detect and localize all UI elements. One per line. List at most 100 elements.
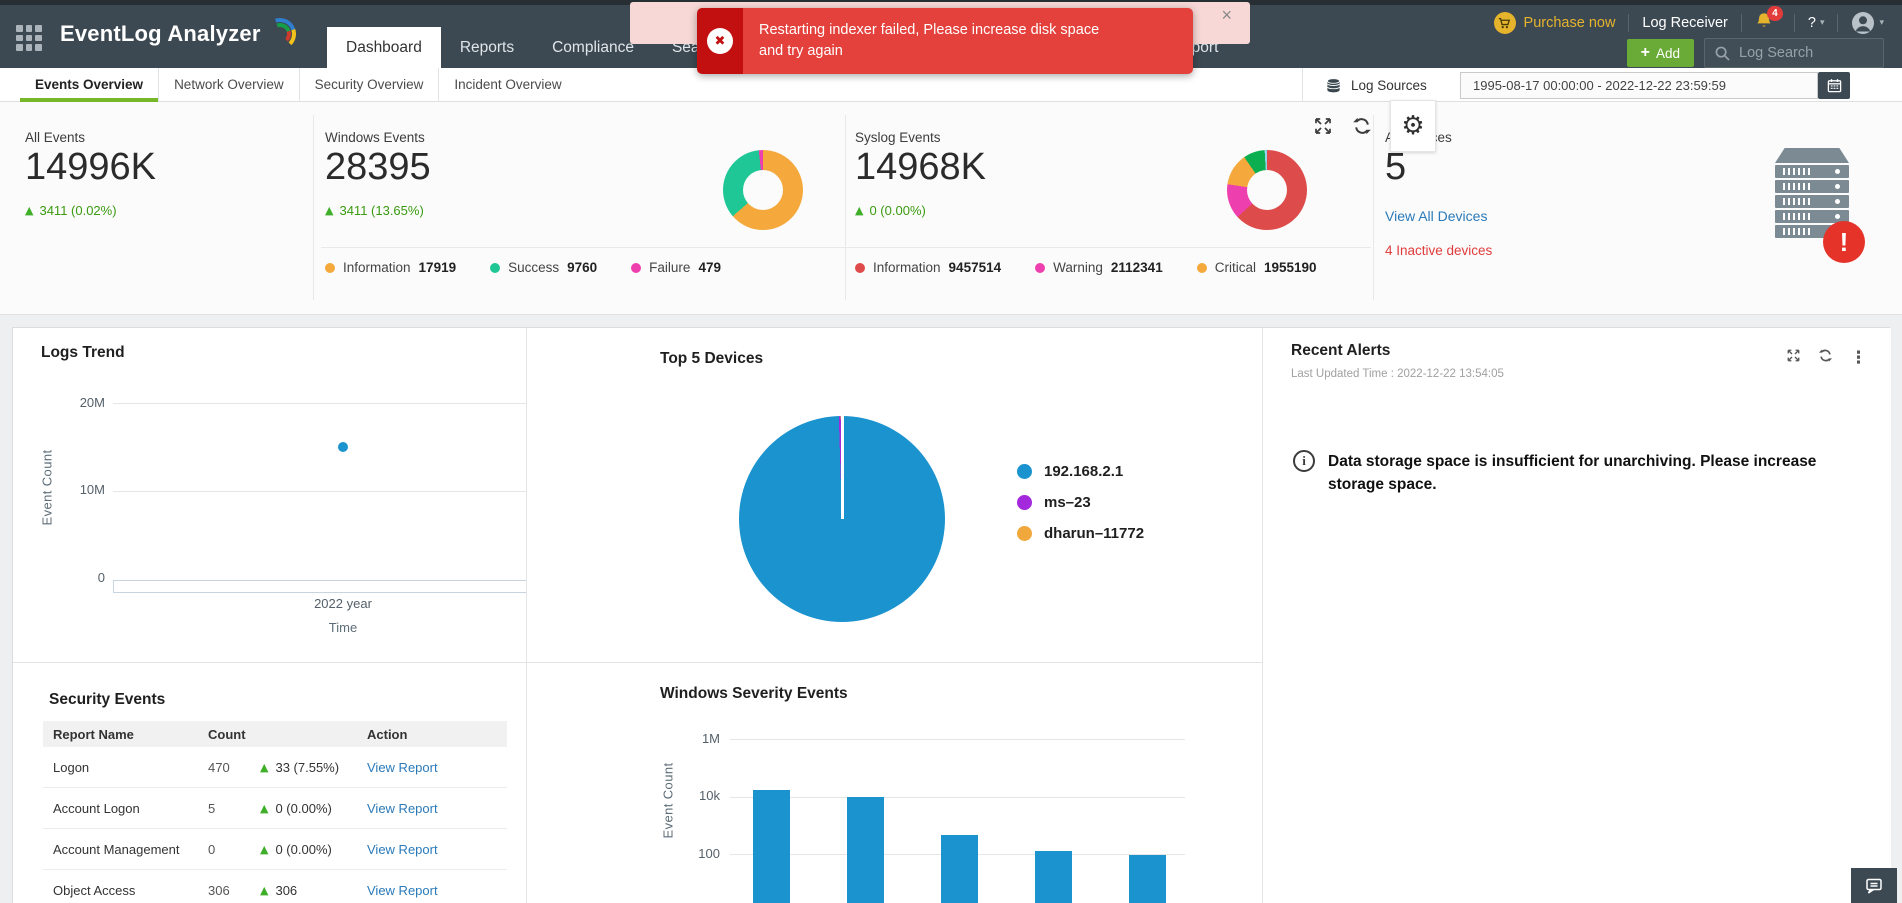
stat-value[interactable]: 5 [1385,146,1407,188]
top-5-devices-panel: Top 5 Devices 192.168.2.1 ms–23 dharun–1… [526,328,1263,662]
stat-value[interactable]: 14996K [25,146,157,188]
legend-value: 2112341 [1110,260,1163,275]
logs-trend-plot-area[interactable] [113,403,573,578]
y-tick: 1M [701,731,720,746]
bar[interactable] [753,789,790,903]
bar[interactable] [1129,855,1166,903]
app-logo[interactable]: EventLog Analyzer [60,17,297,51]
divider [1740,14,1742,32]
report-name: Account Logon [53,800,140,816]
calendar-icon [1827,79,1841,93]
stat-value[interactable]: 14968K [855,146,987,188]
view-report-link[interactable]: View Report [367,759,438,775]
report-count: 0 [208,841,216,857]
top-devices-pie-chart[interactable] [739,416,945,622]
refresh-icon[interactable] [1352,116,1372,141]
toast-body: Restarting indexer failed, Please increa… [743,8,1193,75]
legend-label: Information [873,260,941,275]
search-icon [1715,46,1730,61]
legend-item[interactable]: ms–23 [1017,494,1144,511]
legend-dot [1017,526,1032,541]
toast-close-icon[interactable]: × [1221,5,1232,25]
stat-label: All Events [25,130,86,145]
gridline [730,739,1185,740]
notifications-bell-icon[interactable]: 4 [1755,6,1783,34]
log-search-input[interactable]: Log Search [1704,38,1884,68]
divider [1628,14,1630,32]
nav-tab-reports[interactable]: Reports [459,39,515,56]
feedback-chat-button[interactable] [1851,868,1897,903]
nav-tab-dashboard[interactable]: Dashboard [327,27,441,68]
column-header: Count [208,726,246,742]
toast-message: Restarting indexer failed, Please increa… [759,22,1100,60]
y-tick: 20M [79,395,105,410]
legend-item[interactable]: Information 9457514 [855,260,1001,275]
legend-item[interactable]: Failure 479 [631,260,721,275]
table-row: Account Management 0 ▲ 0 (0.00%) View Rep… [43,829,507,870]
legend-item[interactable]: Information 17919 [325,260,456,275]
kebab-menu-icon[interactable]: ⋮ [1850,347,1867,368]
legend-label: dharun–11772 [1044,525,1145,542]
bar[interactable] [847,796,884,903]
view-all-devices-link[interactable]: View All Devices [1385,208,1488,224]
syslog-events-donut-chart[interactable] [1227,150,1307,230]
view-report-link[interactable]: View Report [367,800,438,816]
stat-delta-text: 3411 (0.02%) [39,203,117,218]
alert-message: Data storage space is insufficient for u… [1328,453,1817,494]
x-axis-range-box[interactable] [113,580,573,593]
stat-label: Syslog Events [855,130,941,145]
error-toast: ✖ Restarting indexer failed, Please incr… [697,8,1193,75]
panel-title: Top 5 Devices [660,350,764,367]
legend-dot [855,262,865,273]
inactive-devices-text[interactable]: 4 Inactive devices [1385,243,1493,258]
chevron-down-icon: ▾ [1819,18,1825,28]
purchase-now-label: Purchase now [1523,15,1616,31]
app-grid-icon[interactable] [16,25,42,51]
date-range-input[interactable] [1460,72,1818,99]
add-button[interactable]: + Add [1626,39,1694,67]
data-point[interactable] [338,442,348,452]
log-sources-label: Log Sources [1351,77,1427,93]
windows-severity-events-panel: Windows Severity Events Event Count 1M 1… [526,662,1263,903]
legend-item[interactable]: Success 9760 [490,260,597,275]
user-account-menu[interactable]: ▾ [1851,11,1884,35]
view-report-link[interactable]: View Report [367,882,438,898]
dashboard-panels-card: Logs Trend Event Count 20M 10M 0 2022 ye… [12,327,1891,903]
nav-tab-compliance[interactable]: Compliance [552,39,634,56]
severity-bar-plot-area[interactable] [730,739,1185,903]
up-trend-icon: ▲ [260,760,269,774]
divider [313,115,314,300]
tab-events-overview[interactable]: Events Overview [20,68,160,102]
log-sources-button[interactable]: Log Sources [1302,68,1449,102]
legend-item[interactable]: Critical 1955190 [1196,260,1317,275]
tab-security-overview[interactable]: Security Overview [300,68,440,102]
expand-all-icon[interactable] [1313,116,1333,141]
up-trend-icon: ▲ [260,883,269,897]
windows-events-donut-chart[interactable] [723,150,803,230]
security-events-panel: Security Events Report Name Count Action… [13,662,526,903]
gridline [730,796,1185,798]
refresh-icon[interactable] [1818,348,1833,368]
y-tick: 0 [97,570,105,585]
log-receiver-link[interactable]: Log Receiver [1642,15,1728,31]
expand-icon[interactable] [1786,348,1801,368]
info-icon: i [1293,450,1315,472]
bar[interactable] [1035,850,1072,903]
help-menu[interactable]: ? ▾ [1808,15,1825,31]
bar[interactable] [941,834,978,903]
windows-events-legend: Information 17919 Success 9760 Failure 479 [325,260,721,275]
tab-network-overview[interactable]: Network Overview [159,68,300,102]
legend-item[interactable]: 192.168.2.1 [1017,463,1144,480]
stat-delta: ▲ 0 (0.00%) [855,203,926,218]
legend-value: 9760 [567,260,598,275]
tab-incident-overview[interactable]: Incident Overview [454,77,562,92]
overview-tabs: Events Overview Network Overview Securit… [20,68,577,102]
legend-item[interactable]: Warning 2112341 [1035,260,1163,275]
dashboard-settings-gear-icon[interactable]: ⚙ [1390,100,1436,152]
calendar-button[interactable] [1818,72,1850,99]
stat-value[interactable]: 28395 [325,146,431,188]
legend-item[interactable]: dharun–11772 [1017,525,1144,542]
view-report-link[interactable]: View Report [367,841,438,857]
stat-delta-text: 0 (0.00%) [869,203,926,218]
purchase-now-button[interactable]: Purchase now [1493,12,1616,34]
